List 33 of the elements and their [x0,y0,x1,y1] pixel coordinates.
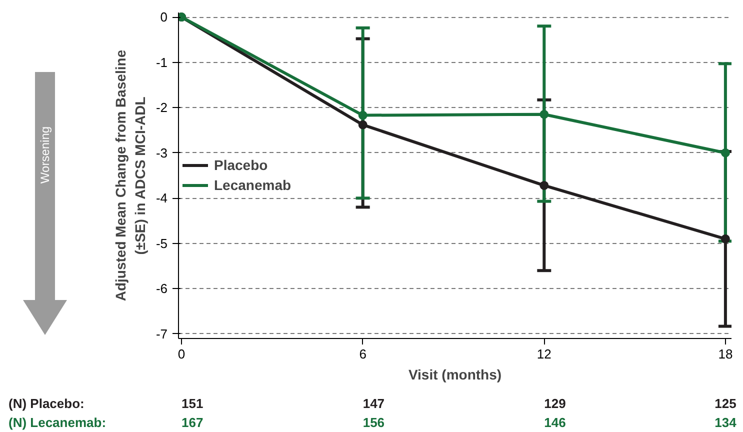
legend-label: Lecanemab [214,177,292,193]
text: (N) Lecanemab: [8,415,106,430]
text: 151 [182,396,204,411]
x-tick-label: 18 [718,346,733,362]
point [540,110,549,119]
y-tick-label: -3 [156,145,168,160]
x-axis-title: Visit (months) [408,366,502,382]
y-tick-label: -2 [156,100,168,116]
y-axis-title: Adjusted Mean Change from Baseline (±SE) in ADCS MCI-ADL [112,50,148,302]
x-tick-label: 12 [536,346,552,362]
point [720,148,730,158]
legend-label: Placebo [214,157,268,173]
point [540,180,549,190]
y-tick-label: -5 [156,236,168,251]
text: Worsening [38,126,52,184]
text: 167 [182,415,204,430]
y-tick-label: -4 [156,190,168,206]
text: 156 [362,415,385,430]
point [358,110,368,120]
x-tick-label: 0 [178,346,186,362]
y-tick-label: -7 [156,326,168,342]
point [720,234,730,244]
y-tick-label: 0 [160,10,168,25]
x-tick-label: 6 [359,346,366,362]
text: (N) Placebo: [8,396,84,411]
text: 147 [362,396,385,411]
point [358,120,368,130]
text: 125 [714,396,736,411]
text: 146 [544,415,566,430]
y-tick-label: -1 [156,54,168,70]
text: 129 [544,396,566,411]
text: 134 [714,415,738,430]
y-tick-label: -6 [156,281,168,296]
